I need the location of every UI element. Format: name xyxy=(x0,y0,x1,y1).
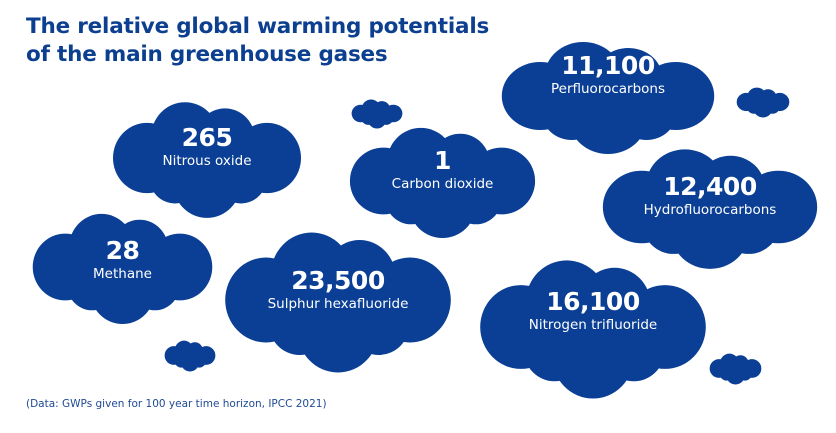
gas-cloud-nitrogen-trifluoride: 16,100 Nitrogen trifluoride xyxy=(473,253,713,401)
chart-title-line-2: of the main greenhouse gases xyxy=(26,42,388,67)
gas-cloud-perfluorocarbons: 11,100 Perfluorocarbons xyxy=(495,36,721,156)
gas-cloud-nitrous-oxide: 265 Nitrous oxide xyxy=(107,96,307,220)
gas-name: Sulphur hexafluoride xyxy=(267,296,409,312)
gwp-value: 28 xyxy=(105,236,140,265)
gas-cloud-sulphur-hexafluoride: 23,500 Sulphur hexafluoride xyxy=(218,225,458,375)
gwp-value: 1 xyxy=(434,146,451,175)
gas-name: Nitrous oxide xyxy=(162,153,252,169)
gwp-value: 12,400 xyxy=(663,172,757,201)
gas-name: Hydrofluorocarbons xyxy=(643,202,777,218)
small-cloud-icon xyxy=(708,352,763,385)
gwp-value: 23,500 xyxy=(291,266,385,295)
gwp-value: 265 xyxy=(181,123,233,152)
gas-name: Methane xyxy=(93,266,152,282)
gas-name: Carbon dioxide xyxy=(391,176,494,192)
gas-name: Perfluorocarbons xyxy=(550,81,665,97)
gas-cloud-methane: 28 Methane xyxy=(27,208,218,326)
gas-cloud-hydrofluorocarbons: 12,400 Hydrofluorocarbons xyxy=(596,143,824,271)
chart-title-line-1: The relative global warming potentials xyxy=(26,14,490,39)
small-cloud-icon xyxy=(735,86,791,118)
gwp-value: 16,100 xyxy=(546,287,640,316)
gwp-value: 11,100 xyxy=(561,51,655,80)
small-cloud-icon xyxy=(163,339,217,372)
gas-cloud-carbon-dioxide: 1 Carbon dioxide xyxy=(344,122,541,240)
source-note: (Data: GWPs given for 100 year time hori… xyxy=(26,398,327,410)
chart-title: The relative global warming potentials o… xyxy=(26,13,489,69)
gas-name: Nitrogen trifluoride xyxy=(528,317,658,333)
